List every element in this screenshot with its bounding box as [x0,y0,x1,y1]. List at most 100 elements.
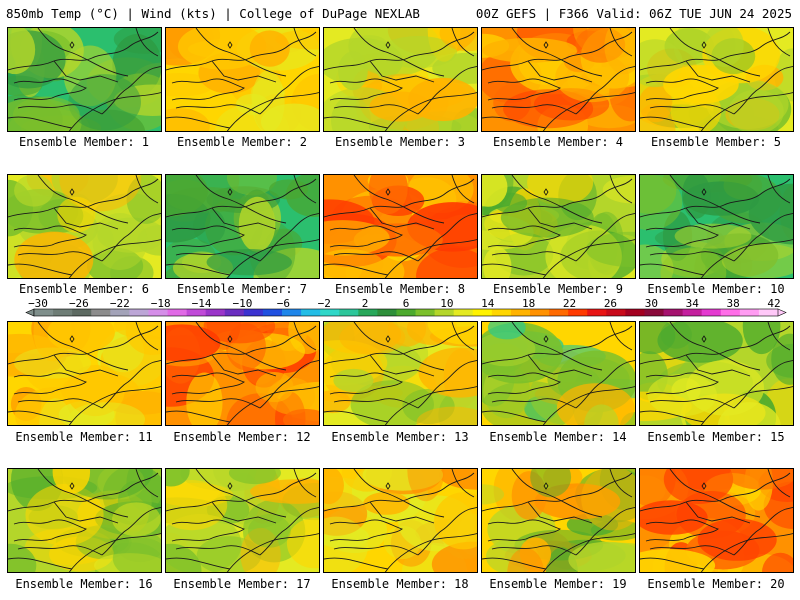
ensemble-member-map [323,468,478,573]
ensemble-member-map [481,468,636,573]
colorbar-swatch [739,309,760,316]
ensemble-member-map [481,174,636,279]
ensemble-member-map [639,468,794,573]
colorbar-swatch [682,309,703,316]
ensemble-member-label: Ensemble Member: 9 [492,282,624,296]
colorbar-tick-label: −10 [233,297,253,310]
colorbar-swatch [243,309,264,316]
colorbar-tick-label: 38 [726,297,739,310]
colorbar-tick-label: −26 [69,297,89,310]
temperature-field-map [324,469,477,572]
colorbar-swatch [339,309,359,316]
colorbar-swatch [396,309,417,316]
colorbar-swatch [91,309,111,316]
ensemble-member-map [165,321,320,426]
ensemble-member-map [639,321,794,426]
colorbar-swatch [53,309,73,316]
colorbar-tick-label: −6 [277,297,290,310]
ensemble-member-label: Ensemble Member: 10 [647,282,785,296]
ensemble-member-map [165,27,320,132]
ensemble-member-label: Ensemble Member: 19 [489,577,627,591]
temperature-field-map [8,322,161,425]
ensemble-member-label: Ensemble Member: 3 [334,135,466,149]
colorbar-swatch [758,309,779,316]
colorbar-tick-label: 2 [362,297,369,310]
colorbar-swatch [587,309,607,316]
colorbar-swatch [606,309,626,316]
ensemble-member-label: Ensemble Member: 20 [647,577,785,591]
temperature-field-map [324,322,477,425]
colorbar-swatch [415,309,436,316]
ensemble-member-map [639,174,794,279]
colorbar-swatch [510,309,531,316]
temperature-field-map [640,28,793,131]
temperature-field-map [166,469,319,572]
colorbar-swatch [549,309,569,316]
ensemble-member-map [7,321,162,426]
ensemble-member-label: Ensemble Member: 16 [15,577,153,591]
colorbar-swatch [472,309,493,316]
colorbar-swatch [110,309,130,316]
colorbar-swatch [491,309,512,316]
ensemble-member-map [323,321,478,426]
ensemble-member-map [639,27,794,132]
colorbar-swatch [434,309,455,316]
ensemble-member-map [323,174,478,279]
temperature-field-map [324,175,477,278]
ensemble-member-map [165,468,320,573]
ensemble-member-label: Ensemble Member: 4 [492,135,624,149]
ensemble-member-label: Ensemble Member: 1 [18,135,150,149]
colorbar-swatch [625,309,645,316]
colorbar-tick-label: −22 [110,297,130,310]
temperature-field-map [8,469,161,572]
temperature-field-map [166,175,319,278]
colorbar-tick-label: 30 [645,297,658,310]
colorbar-swatch [224,309,245,316]
ensemble-member-label: Ensemble Member: 5 [650,135,782,149]
temperature-field-map [640,322,793,425]
colorbar-swatch [167,309,188,316]
ensemble-member-label: Ensemble Member: 17 [173,577,311,591]
colorbar-swatch [148,309,169,316]
colorbar-swatch [301,309,321,316]
ensemble-member-map [323,27,478,132]
colorbar-tick-label: −18 [151,297,171,310]
temperature-field-map [166,28,319,131]
colorbar-tick-label: −30 [28,297,48,310]
model-run-info: 00Z GEFS | F366 Valid: 06Z TUE JUN 24 20… [475,6,792,21]
temperature-field-map [640,175,793,278]
colorbar-swatch [663,309,684,316]
ensemble-member-label: Ensemble Member: 6 [18,282,150,296]
colorbar-swatch [72,309,92,316]
ensemble-member-map [7,174,162,279]
colorbar-tick-label: 6 [403,297,410,310]
colorbar-swatch [129,309,149,316]
colorbar-swatch [377,309,397,316]
colorbar-tick-label: 42 [767,297,780,310]
colorbar-tick-label: 14 [481,297,495,310]
ensemble-member-label: Ensemble Member: 12 [173,430,311,444]
colorbar-swatch [262,309,283,316]
ensemble-member-label: Ensemble Member: 14 [489,430,627,444]
ensemble-member-label: Ensemble Member: 18 [331,577,469,591]
colorbar-swatch [530,309,550,316]
colorbar-tick-label: 10 [440,297,453,310]
colorbar-swatch [320,309,340,316]
temperature-field-map [482,175,635,278]
colorbar-swatch [568,309,588,316]
ensemble-member-label: Ensemble Member: 15 [647,430,785,444]
colorbar-swatch [205,309,226,316]
ensemble-member-map [7,27,162,132]
colorbar-tick-label: 34 [686,297,700,310]
colorbar-swatch [720,309,741,316]
colorbar-swatch [282,309,302,316]
colorbar-swatch [34,309,54,316]
ensemble-member-label: Ensemble Member: 7 [176,282,308,296]
colorbar-tick-label: −14 [192,297,212,310]
colorbar-swatch [358,309,378,316]
map-title: 850mb Temp (°C) | Wind (kts) | College o… [6,6,420,21]
temperature-field-map [166,322,319,425]
colorbar-swatch [186,309,207,316]
colorbar-tick-label: 22 [563,297,576,310]
colorbar-swatch [644,309,665,316]
